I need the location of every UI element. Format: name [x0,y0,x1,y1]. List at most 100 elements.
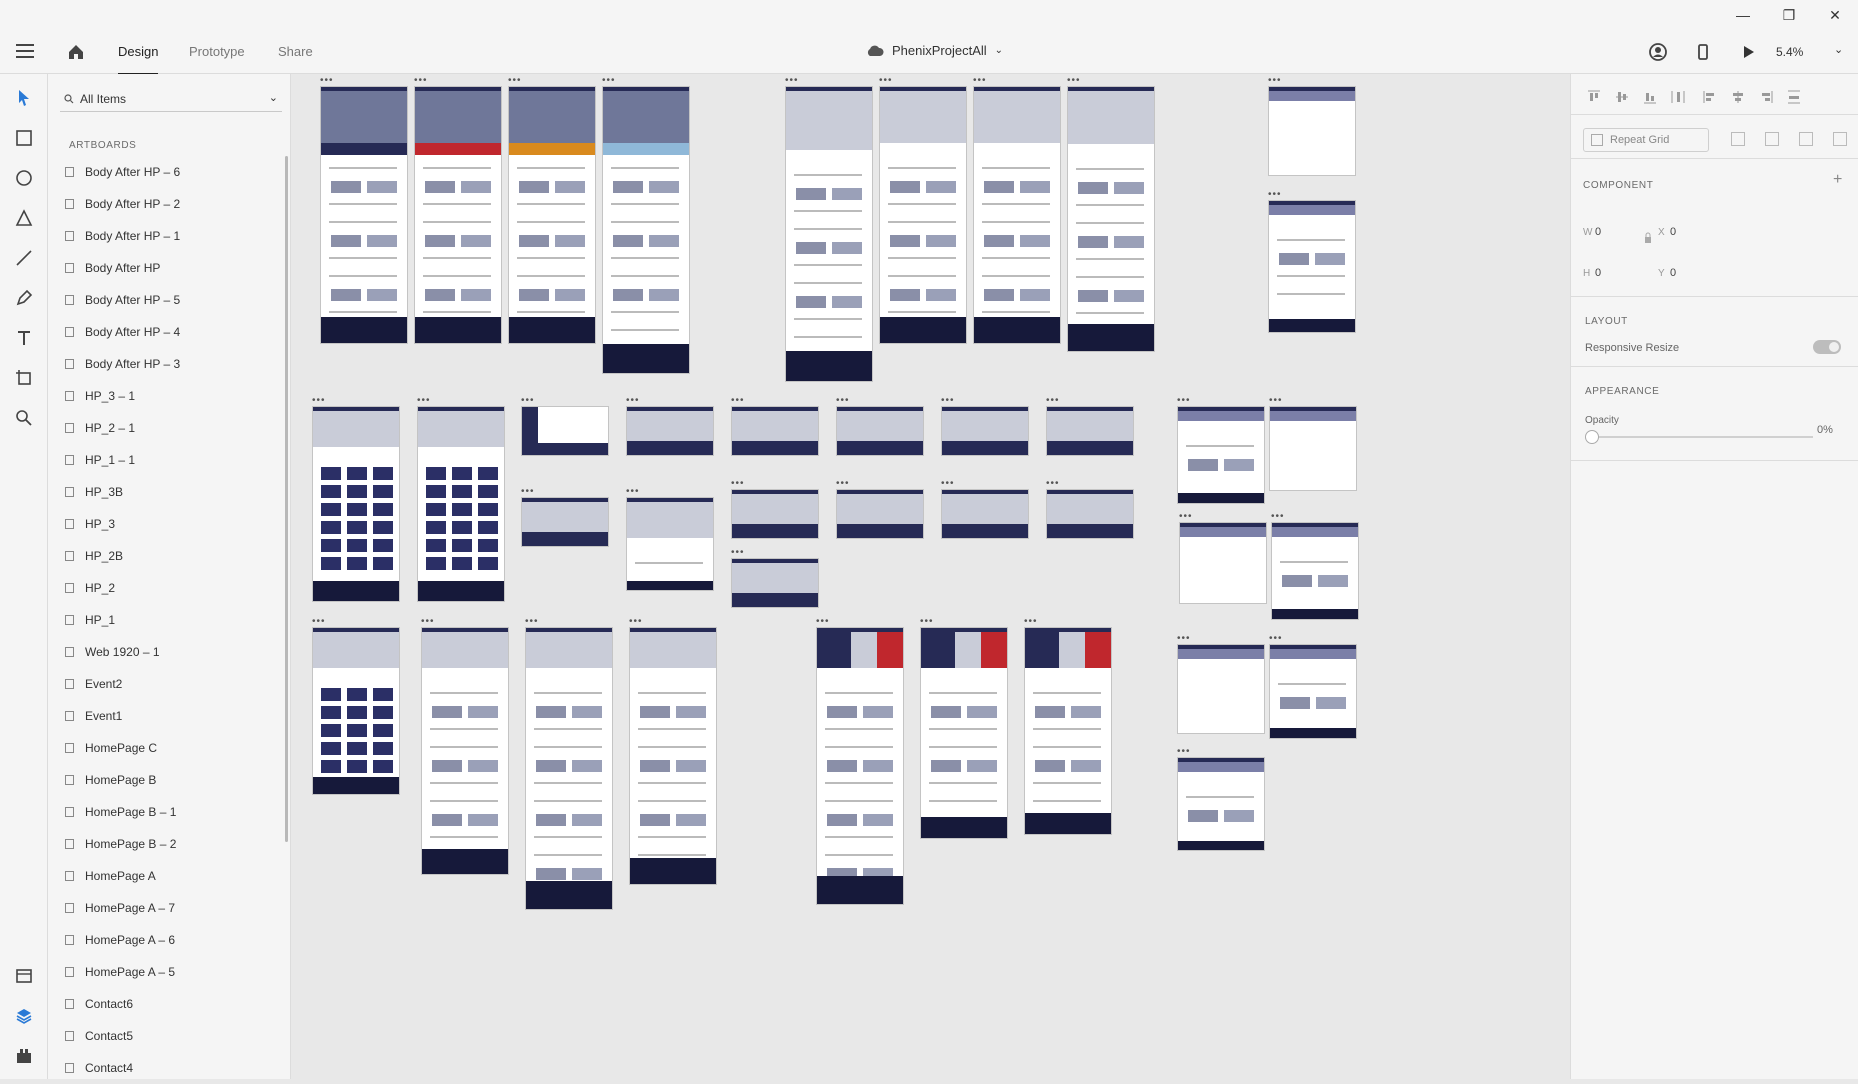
artboard-label[interactable]: ••• [836,395,850,406]
text-tool-icon[interactable] [14,328,34,348]
artboard-label[interactable]: ••• [1269,633,1283,644]
artboard-thumbnail[interactable] [836,489,924,539]
artboard-label[interactable]: ••• [785,75,799,86]
layer-item[interactable]: HP_2 – 1 [48,412,283,444]
artboard-thumbnail[interactable] [941,489,1029,539]
artboard-label[interactable]: ••• [421,616,435,627]
zoom-level[interactable]: 5.4% [1776,45,1804,59]
artboard-label[interactable]: ••• [626,486,640,497]
artboard-label[interactable]: ••• [521,395,535,406]
artboard-thumbnail[interactable] [1177,644,1265,734]
layer-item[interactable]: Contact6 [48,988,283,1020]
add-component-icon[interactable]: + [1833,171,1843,188]
layer-item[interactable]: Body After HP – 4 [48,316,283,348]
select-arrow-icon[interactable] [14,88,34,108]
artboard-thumbnail[interactable] [602,86,690,374]
layer-item[interactable]: Body After HP [48,252,283,284]
artboard-label[interactable]: ••• [941,478,955,489]
align-right-icon[interactable] [1759,90,1773,104]
artboard-thumbnail[interactable] [1268,200,1356,333]
artboard-thumbnail[interactable] [731,406,819,456]
layer-item[interactable]: HomePage A – 7 [48,892,283,924]
artboard-label[interactable]: ••• [816,616,830,627]
align-left-icon[interactable] [1703,90,1717,104]
assets-icon[interactable] [14,966,34,986]
boolean-add-icon[interactable] [1731,132,1745,146]
layer-item[interactable]: Event2 [48,668,283,700]
plugins-icon[interactable] [14,1046,34,1066]
artboard-thumbnail[interactable] [312,627,400,795]
layer-item[interactable]: Contact4 [48,1052,283,1084]
layer-item[interactable]: HP_2 [48,572,283,604]
artboard-label[interactable]: ••• [1046,478,1060,489]
user-icon[interactable] [1648,42,1668,62]
layer-item[interactable]: Body After HP – 3 [48,348,283,380]
layer-item[interactable]: HomePage A – 5 [48,956,283,988]
line-tool-icon[interactable] [14,248,34,268]
artboard-thumbnail[interactable] [1177,757,1265,851]
artboard-thumbnail[interactable] [920,627,1008,839]
artboard-thumbnail[interactable] [731,489,819,539]
layer-item[interactable]: Web 1920 – 1 [48,636,283,668]
artboard-thumbnail[interactable] [320,86,408,344]
align-middle-icon[interactable] [1615,90,1629,104]
artboard-thumbnail[interactable] [1269,644,1357,739]
artboard-thumbnail[interactable] [414,86,502,344]
layer-item[interactable]: Body After HP – 6 [48,156,283,188]
polygon-tool-icon[interactable] [14,208,34,228]
responsive-resize-toggle[interactable] [1813,340,1841,354]
artboard-label[interactable]: ••• [602,75,616,86]
artboard-thumbnail[interactable] [1046,406,1134,456]
rectangle-tool-icon[interactable] [14,128,34,148]
artboard-label[interactable]: ••• [1024,616,1038,627]
artboard-label[interactable]: ••• [417,395,431,406]
artboard-thumbnail[interactable] [1271,522,1359,620]
artboard-thumbnail[interactable] [731,558,819,608]
artboard-thumbnail[interactable] [417,406,505,602]
layer-item[interactable]: HP_1 [48,604,283,636]
device-preview-icon[interactable] [1693,42,1713,62]
artboard-label[interactable]: ••• [1271,511,1285,522]
layer-item[interactable]: HomePage B [48,764,283,796]
play-icon[interactable] [1738,42,1758,62]
restore-button[interactable]: ❐ [1782,6,1796,23]
lock-aspect-icon[interactable] [1644,232,1652,244]
artboard-label[interactable]: ••• [312,616,326,627]
boolean-exclude-icon[interactable] [1833,132,1847,146]
artboard-label[interactable]: ••• [836,478,850,489]
artboard-thumbnail[interactable] [1179,522,1267,604]
artboard-thumbnail[interactable] [785,86,873,382]
artboard-label[interactable]: ••• [973,75,987,86]
artboard-label[interactable]: ••• [1177,746,1191,757]
artboard-label[interactable]: ••• [731,478,745,489]
artboard-thumbnail[interactable] [1268,86,1356,176]
tab-prototype[interactable]: Prototype [189,44,245,59]
artboard-label[interactable]: ••• [521,486,535,497]
layer-item[interactable]: HomePage B – 2 [48,828,283,860]
artboard-thumbnail[interactable] [312,406,400,602]
layer-item[interactable]: HP_3 [48,508,283,540]
zoom-tool-icon[interactable] [14,408,34,428]
artboard-label[interactable]: ••• [1046,395,1060,406]
document-title[interactable]: PhenixProjectAll ⌄ [866,43,1003,58]
layer-item[interactable]: Event1 [48,700,283,732]
artboard-label[interactable]: ••• [414,75,428,86]
artboard-label[interactable]: ••• [941,395,955,406]
artboard-label[interactable]: ••• [1268,75,1282,86]
artboard-label[interactable]: ••• [1177,633,1191,644]
minimize-button[interactable]: — [1736,7,1750,23]
hamburger-menu-icon[interactable] [16,44,34,58]
artboard-thumbnail[interactable] [836,406,924,456]
artboard-label[interactable]: ••• [508,75,522,86]
layer-item[interactable]: HomePage B – 1 [48,796,283,828]
layer-item[interactable]: Contact5 [48,1020,283,1052]
layer-item[interactable]: HP_3 – 1 [48,380,283,412]
layer-item[interactable]: Body After HP – 5 [48,284,283,316]
artboard-label[interactable]: ••• [879,75,893,86]
artboard-label[interactable]: ••• [629,616,643,627]
repeat-grid-button[interactable]: Repeat Grid [1583,128,1709,152]
artboard-thumbnail[interactable] [521,406,609,456]
width-field[interactable]: 0 [1595,226,1602,238]
zoom-dropdown-icon[interactable]: ⌄ [1834,44,1844,56]
x-field[interactable]: 0 [1670,226,1677,238]
